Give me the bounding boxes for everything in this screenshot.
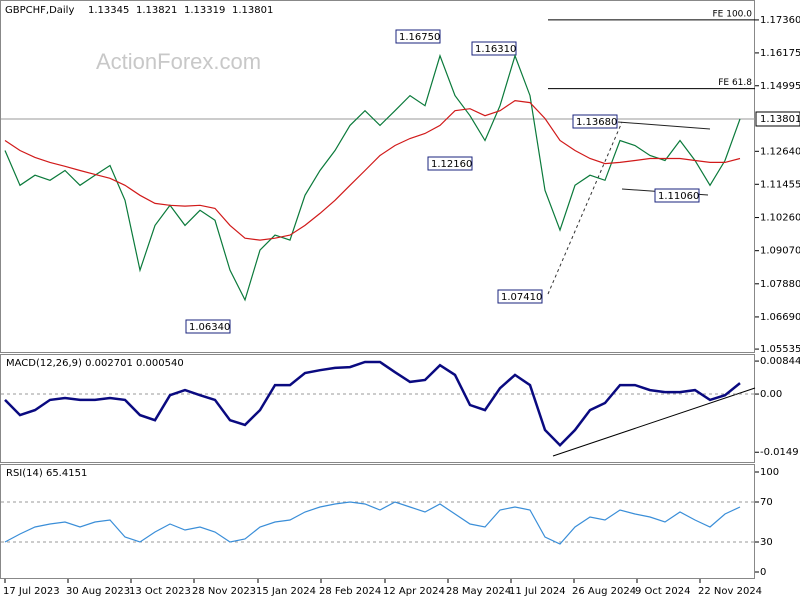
x-tick-label: 9 Oct 2024 — [635, 586, 690, 597]
y-tick-label: 1.09070 — [760, 246, 800, 257]
trendline — [552, 387, 756, 457]
rsi-panel — [0, 464, 755, 579]
x-tick-label: 15 Jan 2024 — [256, 586, 316, 597]
ohlc-low: 1.13319 — [184, 5, 225, 16]
series-line — [4, 53, 741, 302]
y-tick-label: 1.07880 — [760, 279, 800, 290]
annotation: 1.07410 — [501, 292, 542, 303]
annotation: 1.06340 — [189, 322, 230, 333]
series-line — [4, 501, 741, 545]
y-tick-label: -0.0149 — [760, 447, 799, 458]
symbol: GBPCHF,Daily — [5, 5, 74, 16]
y-tick-label: 1.06690 — [760, 312, 800, 323]
y-tick-label: 1.10260 — [760, 213, 800, 224]
ohlc-open: 1.13345 — [88, 5, 129, 16]
annotation-box — [185, 319, 231, 334]
macd-title: MACD(12,26,9) 0.002701 0.000540 — [6, 358, 184, 369]
ohlc-high: 1.13821 — [136, 5, 177, 16]
last-price-box — [755, 111, 800, 127]
annotation-box — [471, 41, 517, 56]
annotation-box — [572, 114, 618, 129]
y-tick-label: 100 — [760, 467, 779, 478]
annotation-box — [654, 188, 700, 203]
trendline — [547, 121, 623, 295]
x-tick-label: 26 Aug 2024 — [572, 586, 636, 597]
annotation-box — [497, 289, 543, 304]
y-tick-label: 1.14995 — [760, 81, 800, 92]
x-tick-label: 28 May 2024 — [446, 586, 511, 597]
y-tick-label: 0 — [760, 567, 766, 578]
y-tick-label: 70 — [760, 497, 773, 508]
y-tick-label: 1.05535 — [760, 344, 800, 355]
x-tick-label: 13 Oct 2023 — [129, 586, 191, 597]
macd-panel — [0, 354, 755, 463]
annotation: 1.13680 — [576, 117, 617, 128]
x-tick-label: 28 Nov 2023 — [192, 586, 256, 597]
annotation-box — [427, 156, 473, 171]
fe-label: FE 100.0 — [713, 9, 753, 19]
annotation: 1.16750 — [399, 32, 440, 43]
x-tick-label: 30 Aug 2023 — [66, 586, 130, 597]
y-tick-label: 1.12640 — [760, 146, 800, 157]
last-price-label: 1.13801 — [760, 114, 800, 125]
x-tick-label: 28 Feb 2024 — [319, 586, 381, 597]
series-line — [4, 360, 741, 447]
y-tick-label: 1.11455 — [760, 179, 800, 190]
series-line — [4, 99, 741, 241]
main-panel — [0, 0, 755, 353]
y-tick-label: 1.17360 — [760, 15, 800, 26]
trendline — [617, 121, 711, 130]
annotation: 1.16310 — [475, 44, 516, 55]
y-tick-label: 30 — [760, 537, 773, 548]
annotation: 1.12160 — [431, 159, 472, 170]
ohlc-close: 1.13801 — [232, 5, 273, 16]
y-tick-label: 0.00 — [760, 389, 782, 400]
x-tick-label: 22 Nov 2024 — [698, 586, 762, 597]
fe-label: FE 61.8 — [718, 78, 752, 88]
watermark: ActionForex.com — [96, 49, 261, 74]
x-tick-label: 12 Apr 2024 — [383, 586, 445, 597]
y-tick-label: 1.16175 — [760, 48, 800, 59]
x-tick-label: 11 Jul 2024 — [509, 586, 566, 597]
y-tick-label: 0.008446 — [760, 356, 800, 367]
annotation: 1.11060 — [658, 191, 699, 202]
rsi-title: RSI(14) 65.4151 — [6, 468, 87, 479]
annotation-box — [395, 29, 441, 44]
x-tick-label: 17 Jul 2023 — [3, 586, 60, 597]
